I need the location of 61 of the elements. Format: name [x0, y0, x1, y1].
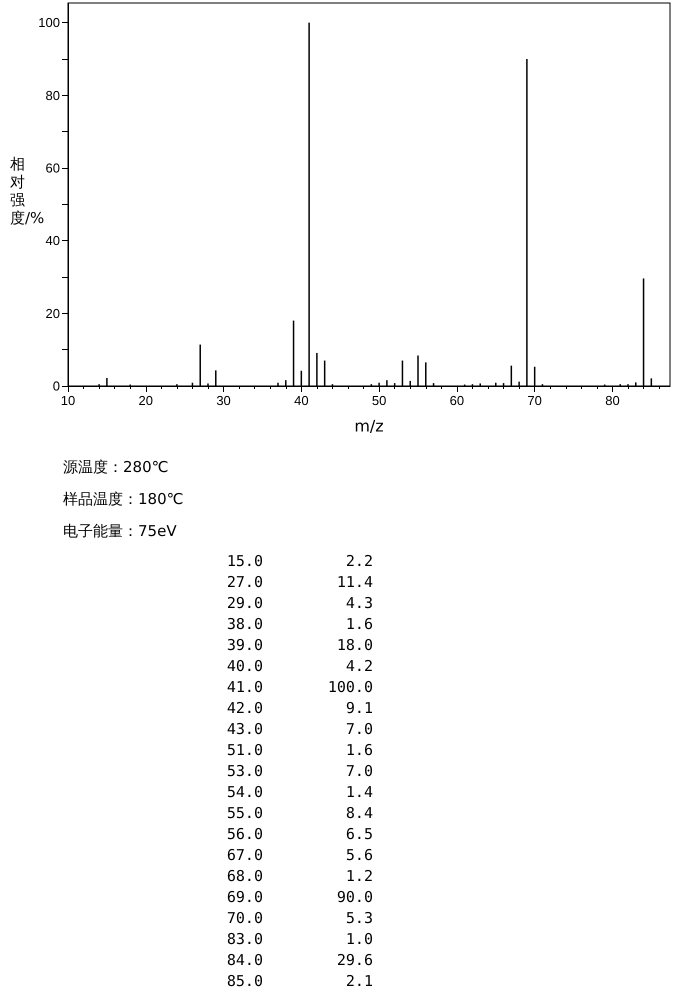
text: 15.0 — [226, 552, 263, 570]
text: 43.0 — [226, 720, 263, 738]
text: 1.6 — [344, 615, 373, 633]
text: 67.0 — [226, 846, 263, 864]
text: 29.6 — [336, 951, 373, 969]
text: 39.0 — [226, 636, 263, 654]
text: 38.0 — [226, 615, 263, 633]
text: 68.0 — [226, 867, 263, 885]
x-axis-title: m/z — [354, 416, 384, 436]
text: 6.5 — [344, 825, 373, 843]
text: 8.4 — [344, 804, 373, 822]
text: 69.0 — [226, 888, 263, 906]
text: 4.3 — [344, 594, 373, 612]
text: 2.2 — [344, 552, 373, 570]
text: 11.4 — [336, 573, 373, 591]
text: 电子能量：75eV — [63, 522, 177, 541]
y-tick-label: 80 — [46, 88, 60, 103]
text: 83.0 — [226, 930, 263, 948]
x-tick-label: 60 — [450, 393, 464, 408]
y-tick-label: 100 — [38, 15, 60, 30]
text: 18.0 — [336, 636, 373, 654]
text: 1.6 — [344, 741, 373, 759]
text: 100.0 — [326, 678, 373, 696]
text: 29.0 — [226, 594, 263, 612]
text: 56.0 — [226, 825, 263, 843]
y-axis-title: 相对强度/% — [10, 155, 44, 227]
text: 53.0 — [226, 762, 263, 780]
y-tick-label: 60 — [46, 160, 60, 176]
text: 7.0 — [344, 762, 373, 780]
text: 51.0 — [226, 741, 263, 759]
text: 1.4 — [344, 783, 373, 801]
text: 1.2 — [344, 867, 373, 885]
text: 样品温度：180℃ — [63, 490, 184, 509]
text: 54.0 — [226, 783, 263, 801]
y-tick-label: 20 — [46, 306, 60, 321]
text: 85.0 — [226, 972, 263, 990]
x-tick-label: 50 — [372, 393, 386, 408]
y-tick-label: 40 — [46, 233, 60, 248]
text: 9.1 — [344, 699, 373, 717]
text: 70.0 — [226, 909, 263, 927]
text: 40.0 — [226, 657, 263, 675]
x-tick-label: 70 — [527, 393, 542, 408]
text: 2.1 — [344, 972, 373, 990]
text: 5.3 — [344, 909, 373, 927]
text: 90.0 — [336, 888, 373, 906]
x-tick-label: 80 — [605, 393, 620, 408]
x-tick-label: 20 — [138, 393, 154, 408]
text: 42.0 — [226, 699, 263, 717]
x-tick-label: 40 — [294, 393, 309, 408]
text: 源温度：280℃ — [63, 458, 168, 477]
text: 41.0 — [226, 678, 263, 696]
text: 1.0 — [344, 930, 373, 948]
text: 5.6 — [344, 846, 373, 864]
text: 7.0 — [344, 720, 373, 738]
y-tick-label: 0 — [52, 378, 60, 394]
text: 84.0 — [226, 951, 263, 969]
text: 55.0 — [226, 804, 263, 822]
text: 4.2 — [344, 657, 373, 675]
x-tick-label: 10 — [60, 393, 76, 408]
x-tick-label: 30 — [216, 393, 231, 408]
text: 27.0 — [226, 573, 263, 591]
